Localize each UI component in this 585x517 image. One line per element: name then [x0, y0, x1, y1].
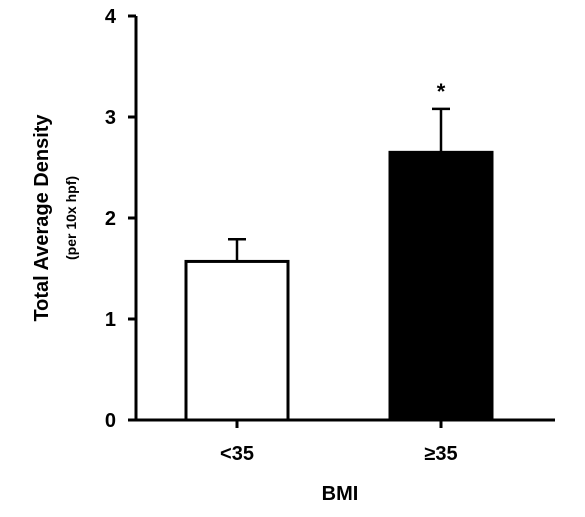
- significance-marker: *: [437, 79, 446, 104]
- y-tick-label: 3: [105, 107, 116, 129]
- y-axis-title: Total Average Density: [31, 114, 53, 322]
- y-tick-label: 1: [105, 309, 116, 331]
- x-tick-label: ≥35: [424, 443, 457, 465]
- y-tick-label: 4: [105, 6, 117, 28]
- y-tick-label: 0: [105, 410, 116, 432]
- y-axis: 0 1 2 3 4: [105, 6, 138, 432]
- x-axis: <35 ≥35: [135, 418, 555, 465]
- y-tick-label: 2: [105, 208, 116, 230]
- y-axis-subtitle: (per 10x hpf): [63, 176, 79, 260]
- bars: *: [184, 79, 494, 422]
- x-axis-title: BMI: [322, 483, 359, 505]
- bar: [184, 259, 290, 422]
- bar: [388, 150, 494, 422]
- x-tick-label: <35: [220, 443, 254, 465]
